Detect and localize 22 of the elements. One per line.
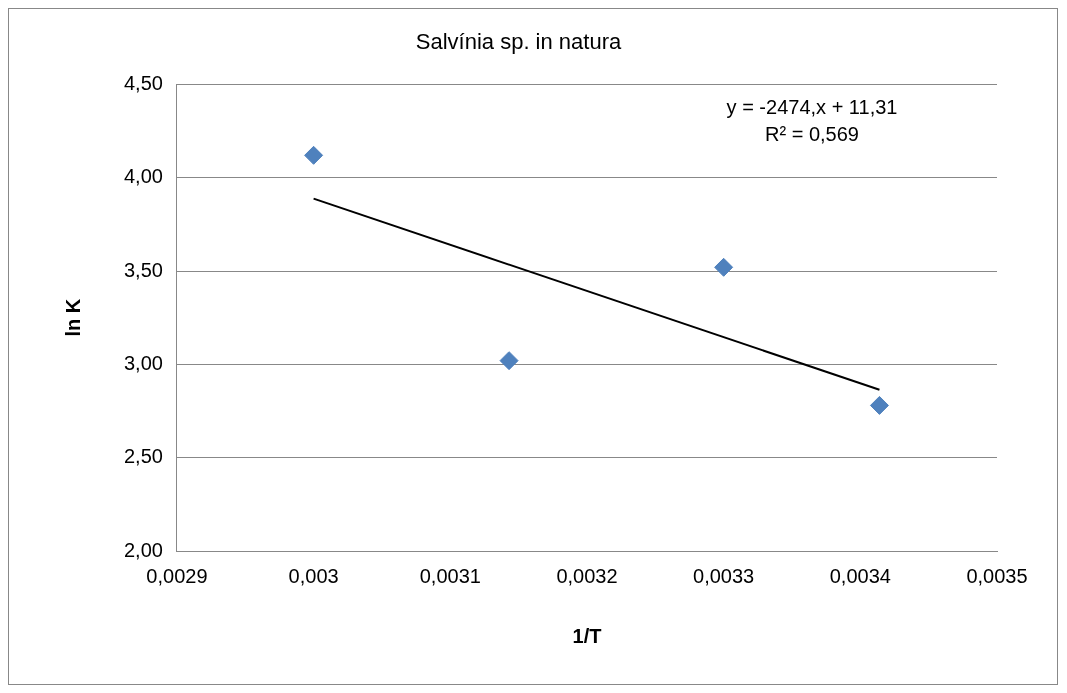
y-tick-label: 3,50 [123, 258, 163, 281]
y-tick-label: 4,50 [123, 71, 163, 94]
y-axis-title: ln K [61, 298, 84, 337]
annotation: y = -2474,x + 11,31 [726, 95, 898, 118]
y-tick-label: 3,00 [123, 351, 163, 374]
point [714, 257, 734, 277]
chart-title: Salvínia sp. in natura [415, 29, 622, 55]
point [869, 395, 889, 415]
x-tick-label: 0,003 [288, 564, 339, 587]
annotation: R² = 0,569 [765, 122, 859, 145]
point [304, 145, 324, 165]
y-tick-label: 2,50 [123, 445, 163, 468]
x-tick-label: 0,0029 [146, 564, 208, 587]
x-tick-label: 0,0031 [419, 564, 481, 587]
x-tick-label: 0,0035 [966, 564, 1028, 587]
x-tick-label: 0,0032 [556, 564, 618, 587]
y-tick-label: 4,00 [123, 165, 163, 188]
x-tick-label: 0,0033 [693, 564, 755, 587]
x-tick-label: 0,0034 [829, 564, 891, 587]
y-tick-label: 2,00 [123, 538, 163, 561]
point [499, 351, 519, 371]
x-axis-title: 1/T [572, 624, 602, 647]
